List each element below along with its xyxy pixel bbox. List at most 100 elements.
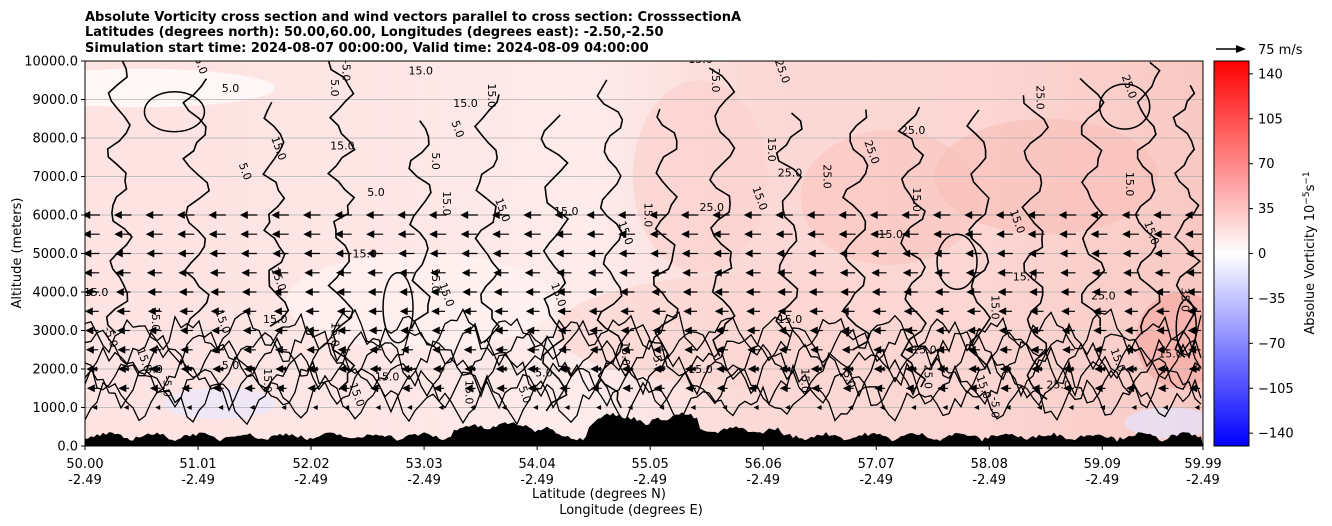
wind-vector xyxy=(208,230,226,239)
wind-vector xyxy=(493,288,509,296)
wind-vector xyxy=(905,384,917,393)
wind-vector xyxy=(526,326,540,335)
wind-vector xyxy=(714,307,729,316)
wind-vector xyxy=(1092,307,1107,316)
contour-label: 5.0 xyxy=(367,186,385,199)
wind-vector xyxy=(367,268,383,277)
wind-vector xyxy=(778,326,792,335)
wind-vector xyxy=(302,211,321,219)
contour-loop xyxy=(382,272,414,344)
wind-vector xyxy=(304,268,320,277)
wind-vector xyxy=(871,288,887,296)
wind-vector xyxy=(1157,384,1169,393)
wind-vector xyxy=(682,288,698,296)
wind-vector xyxy=(117,345,130,354)
wind-vector xyxy=(1090,230,1108,239)
wind-vector xyxy=(1029,307,1044,316)
wind-vector xyxy=(1030,345,1043,354)
x-axis: 50.00-2.4951.01-2.4952.02-2.4953.03-2.49… xyxy=(66,446,1222,488)
wind-vector xyxy=(748,384,760,393)
wind-vector xyxy=(967,326,981,335)
wind-vector xyxy=(1187,326,1201,335)
wind-vector xyxy=(334,230,352,239)
wind-vector xyxy=(242,307,257,316)
wind-vector xyxy=(306,345,319,354)
wind-vector xyxy=(492,230,510,239)
wind-vector xyxy=(438,366,444,372)
wind-vector xyxy=(841,345,855,354)
wind-vector xyxy=(180,345,193,354)
wind-vector xyxy=(1028,249,1045,258)
wind-vector xyxy=(1063,384,1074,393)
wind-vector xyxy=(785,405,791,410)
wind-vector xyxy=(307,384,319,393)
contour-line xyxy=(85,334,1202,385)
wind-vector xyxy=(463,326,477,335)
wind-vector xyxy=(367,288,383,296)
wind-vector xyxy=(494,307,509,316)
contour-label: 15.0 xyxy=(485,83,498,108)
colorbar-tick-label: 140 xyxy=(1258,67,1283,82)
wind-vector xyxy=(337,326,351,335)
wind-vector xyxy=(775,230,793,239)
y-tick-label: 3000.0 xyxy=(33,324,79,339)
wind-vector xyxy=(438,405,444,410)
wind-vector xyxy=(874,384,886,393)
wind-vector xyxy=(113,211,132,219)
wind-vector xyxy=(211,345,225,354)
wind-vector xyxy=(85,345,99,354)
wind-vector xyxy=(685,384,697,393)
wind-vector xyxy=(968,384,980,393)
wind-vector xyxy=(649,211,667,219)
wind-vector xyxy=(588,307,603,316)
wind-vector xyxy=(212,384,224,393)
wind-vector xyxy=(303,249,320,258)
wind-vector xyxy=(242,326,256,335)
wind-vector xyxy=(1060,288,1076,296)
wind-vector xyxy=(249,366,255,372)
wind-vector xyxy=(1028,268,1044,277)
wind-vector xyxy=(871,268,887,277)
wind-vector xyxy=(335,249,352,258)
wind-vector xyxy=(401,384,413,393)
wind-vector xyxy=(997,288,1013,296)
wind-vector xyxy=(525,288,540,296)
wind-vector xyxy=(556,288,572,296)
wind-vector xyxy=(344,405,350,410)
vector-key: 75 m/s xyxy=(1216,43,1303,58)
contour-label: 15.0 xyxy=(1123,172,1136,197)
wind-vector xyxy=(398,268,415,277)
wind-vector xyxy=(1100,405,1105,410)
wind-vector xyxy=(123,405,129,410)
wind-vector xyxy=(400,345,414,354)
wind-vector xyxy=(589,326,603,335)
wind-vector xyxy=(179,326,193,335)
wind-vector xyxy=(808,288,824,296)
wind-vector xyxy=(879,366,885,372)
wind-vector xyxy=(911,366,917,372)
contour-label: 15.0 xyxy=(642,203,655,228)
contour-label: 15.0 xyxy=(440,191,453,216)
wind-vector xyxy=(618,230,636,239)
contour-label: 25.0 xyxy=(821,164,834,189)
wind-vector xyxy=(684,345,697,354)
vector-key-arrowhead xyxy=(1236,45,1246,53)
wind-vector xyxy=(241,268,257,277)
contour-line xyxy=(85,308,1202,356)
wind-vector xyxy=(753,366,759,372)
title-line-3: Simulation start time: 2024-08-07 00:00:… xyxy=(85,41,649,56)
x-tick-label-lat: 53.03 xyxy=(405,457,442,472)
wind-vector xyxy=(273,288,288,296)
contour-label: 15.0 xyxy=(879,228,904,241)
wind-vector xyxy=(1124,307,1138,316)
colorbar-tick-label: 35 xyxy=(1258,202,1275,217)
contour-label: 5.0 xyxy=(222,82,240,95)
wind-vector xyxy=(1027,211,1045,219)
wind-vector xyxy=(932,211,951,219)
contour-line xyxy=(326,61,356,391)
wind-vector xyxy=(461,268,478,277)
wind-vector xyxy=(218,366,224,372)
wind-vector xyxy=(399,288,414,296)
wind-vector xyxy=(682,268,698,277)
wind-vector xyxy=(526,345,540,354)
